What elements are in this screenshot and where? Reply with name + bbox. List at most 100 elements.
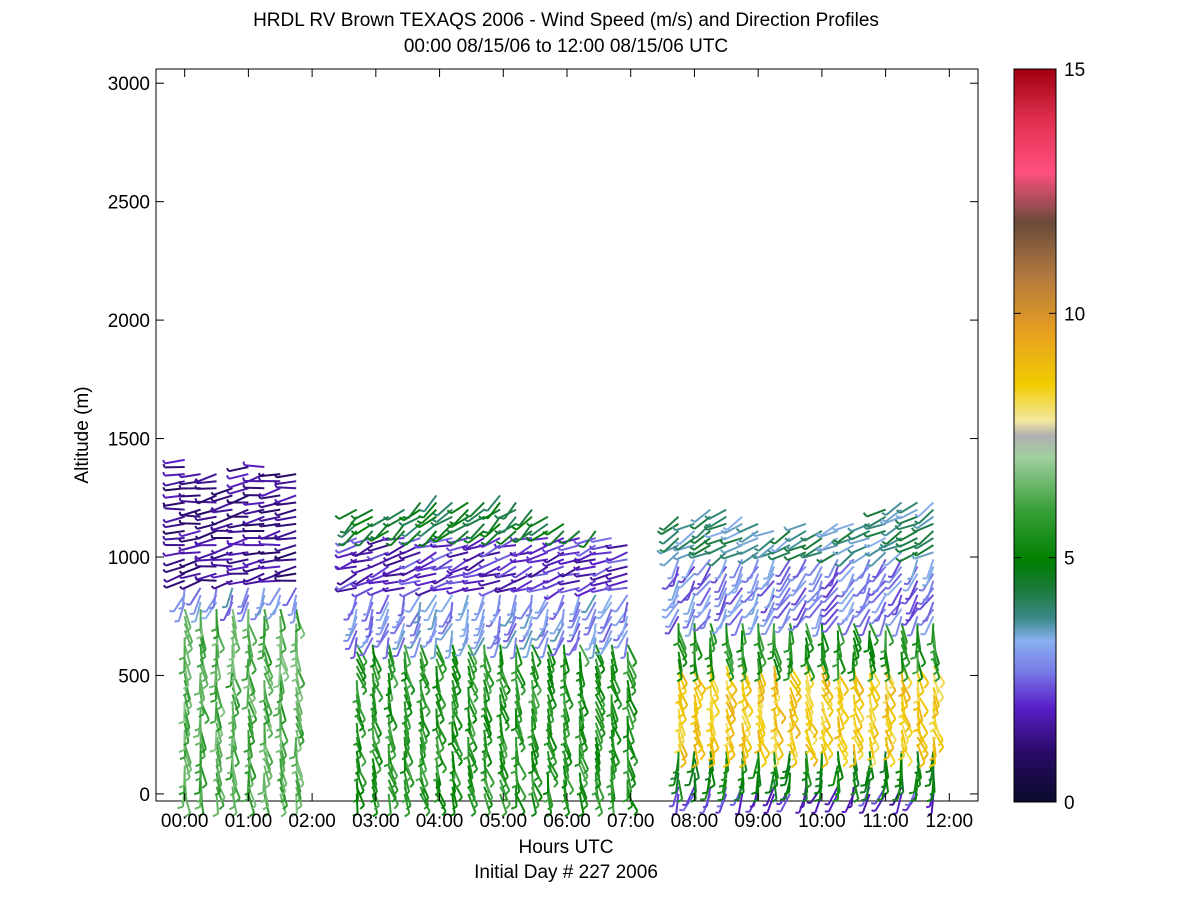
wind-barb-shaft: [419, 722, 428, 743]
wind-barb-shaft: [277, 530, 297, 539]
wind-barb-feather: [757, 586, 762, 591]
wind-barb: [475, 608, 486, 631]
wind-barb-feather: [613, 646, 618, 649]
wind-barb-feather: [178, 563, 183, 568]
wind-barb-shaft: [610, 758, 616, 779]
wind-barb: [583, 615, 597, 636]
wind-barb-shaft: [626, 772, 633, 793]
wind-barb-feather: [497, 770, 504, 775]
wind-barb: [674, 708, 682, 733]
wind-barb-feather: [383, 706, 390, 711]
wind-barb-shaft: [562, 779, 568, 800]
wind-barb-shaft: [467, 793, 477, 813]
wind-barb: [467, 750, 479, 774]
wind-barb-feather: [249, 698, 256, 704]
wind-barb-feather: [479, 533, 486, 538]
wind-barb-feather: [387, 741, 394, 747]
wind-barb: [258, 540, 281, 547]
wind-barb: [759, 608, 775, 628]
wind-barb: [693, 558, 712, 576]
wind-barb-feather: [472, 719, 478, 725]
wind-barb: [578, 708, 585, 732]
wind-barb: [401, 701, 408, 725]
wind-barb: [241, 658, 250, 682]
wind-barb: [737, 680, 746, 705]
wind-barb-feather: [425, 810, 431, 817]
wind-barb-feather: [596, 748, 603, 754]
wind-barb-feather: [546, 812, 552, 818]
wind-barb-feather: [372, 812, 378, 818]
wind-barb: [419, 644, 429, 668]
wind-barb-feather: [369, 663, 376, 668]
wind-barb-feather: [354, 770, 361, 775]
wind-barb-shaft: [515, 701, 523, 722]
wind-barb-shaft: [228, 466, 249, 473]
wind-barb-feather: [544, 542, 551, 547]
wind-barb-feather: [616, 739, 622, 746]
wind-barb-shaft: [700, 594, 712, 614]
wind-barb: [162, 558, 185, 567]
wind-barb-feather: [478, 592, 483, 597]
wind-barb-feather: [366, 536, 372, 542]
wind-barb-shaft: [212, 508, 233, 514]
wind-barb-feather: [758, 733, 766, 740]
wind-barb-feather: [563, 769, 569, 775]
wind-barb: [230, 616, 237, 640]
wind-barb-feather: [692, 741, 700, 748]
wind-barb-shaft: [741, 701, 749, 721]
wind-barb: [274, 494, 297, 504]
wind-barb-shaft: [599, 601, 613, 619]
wind-barb-feather: [405, 805, 412, 811]
wind-barb: [435, 694, 443, 718]
wind-barb-feather: [184, 812, 191, 818]
wind-barb: [179, 579, 202, 590]
wind-barb-feather: [509, 558, 514, 563]
wind-barb: [393, 637, 406, 658]
wind-barb-shaft: [562, 758, 570, 779]
wind-barb-shaft: [515, 644, 523, 665]
wind-barb: [682, 786, 696, 807]
wind-barb-feather: [274, 534, 279, 539]
wind-barb-feather: [724, 614, 729, 618]
wind-barb: [242, 522, 265, 527]
wind-barb-feather: [701, 791, 708, 795]
wind-barb-shaft: [678, 530, 696, 545]
wind-barb-feather: [291, 656, 298, 661]
wind-barb-shaft: [164, 458, 185, 465]
wind-barb-feather: [273, 573, 278, 578]
wind-barb: [263, 665, 274, 690]
wind-barb-feather: [676, 600, 682, 604]
wind-barb-shaft: [741, 623, 747, 644]
wind-barb-shaft: [672, 566, 680, 587]
wind-barb-feather: [805, 615, 810, 619]
wind-barb-feather: [462, 571, 467, 576]
wind-barb-feather: [541, 542, 547, 547]
wind-barb: [375, 615, 390, 636]
wind-barb: [353, 758, 361, 782]
wind-barb-feather: [210, 561, 214, 566]
wind-barb-feather: [479, 553, 485, 558]
wind-barb-feather: [432, 685, 438, 689]
wind-barb-shaft: [276, 544, 297, 553]
wind-barb: [369, 729, 376, 754]
wind-barb-feather: [756, 670, 763, 675]
wind-barb: [543, 722, 551, 746]
wind-barb-feather: [417, 763, 424, 768]
wind-barb-shaft: [403, 779, 409, 800]
wind-barb-feather: [194, 556, 198, 562]
wind-barb-feather: [254, 613, 260, 616]
wind-barb-feather: [821, 608, 826, 612]
wind-barb: [515, 672, 526, 696]
wind-barb-feather: [429, 586, 434, 592]
wind-barb-feather: [805, 573, 811, 577]
wind-barb-feather: [859, 791, 866, 794]
wind-barb-feather: [600, 711, 606, 717]
wind-barb: [242, 461, 265, 468]
wind-barb: [539, 608, 549, 631]
wind-barb-shaft: [709, 765, 716, 786]
wind-barb-feather: [369, 706, 376, 711]
wind-barb: [562, 743, 573, 767]
wind-barb-shaft: [213, 494, 233, 503]
wind-barb-feather: [251, 719, 258, 725]
wind-barb-feather: [513, 763, 519, 768]
